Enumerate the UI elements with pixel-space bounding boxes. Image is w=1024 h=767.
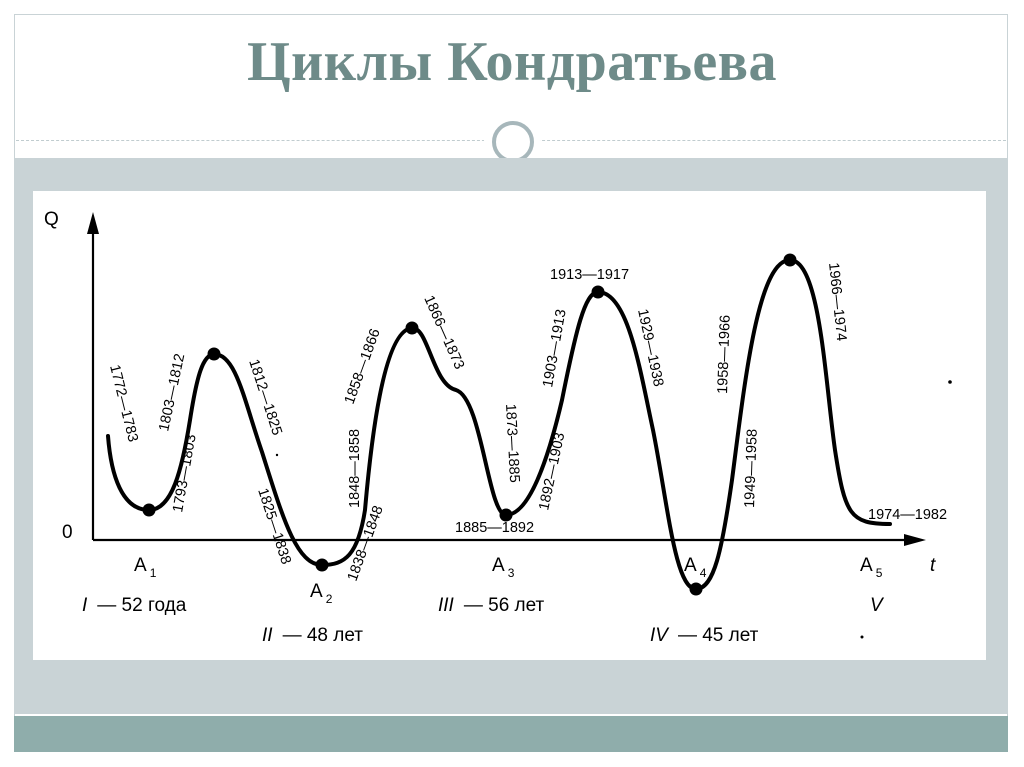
period-label: 1812—1825	[245, 357, 285, 437]
period-label: 1929—1938	[634, 308, 666, 389]
x-axis-label: t	[930, 555, 936, 576]
peak-point	[405, 321, 419, 335]
trough-point	[689, 582, 703, 596]
period-label: 1949—1958	[742, 429, 761, 509]
trough-point	[315, 558, 329, 572]
footer-band	[14, 716, 1008, 752]
origin-label: 0	[62, 522, 73, 543]
peak-point	[783, 253, 797, 267]
period-label: 1873—1885	[502, 403, 522, 483]
speck	[860, 635, 864, 639]
cycle-duration: IV — 45 лет	[650, 625, 759, 646]
period-label: 1772—1783	[106, 363, 141, 444]
cycle-duration: III — 56 лет	[438, 595, 545, 616]
period-label: 1803—1812	[156, 352, 188, 433]
speck	[948, 380, 952, 384]
period-label: 1913—1917	[550, 267, 629, 283]
period-label: 1885—1892	[455, 520, 534, 536]
chart-panel	[33, 191, 986, 660]
ring-icon	[492, 121, 534, 163]
cycle-duration: I — 52 года	[82, 595, 187, 616]
speck	[275, 453, 279, 457]
trough-point	[142, 503, 156, 517]
y-axis-label: Q	[44, 209, 59, 230]
period-label: 1974—1982	[868, 507, 947, 523]
peak-point	[591, 285, 605, 299]
x-axis-arrow	[904, 534, 926, 546]
slide-title: Циклы Кондратьева	[246, 31, 778, 93]
trough-point	[499, 508, 513, 522]
peak-point	[207, 347, 221, 361]
period-label: 1866—1873	[420, 293, 467, 372]
period-label: 1848—1858	[347, 429, 363, 508]
period-label: 1966—1974	[825, 262, 849, 342]
y-axis-arrow	[87, 212, 99, 234]
cycle-duration: II — 48 лет	[262, 625, 363, 646]
period-label: 1958—1966	[715, 315, 734, 395]
period-label: 1793—1803	[170, 433, 199, 514]
period-label: 1858—1866	[342, 327, 384, 407]
cycle-duration: V	[870, 595, 885, 616]
